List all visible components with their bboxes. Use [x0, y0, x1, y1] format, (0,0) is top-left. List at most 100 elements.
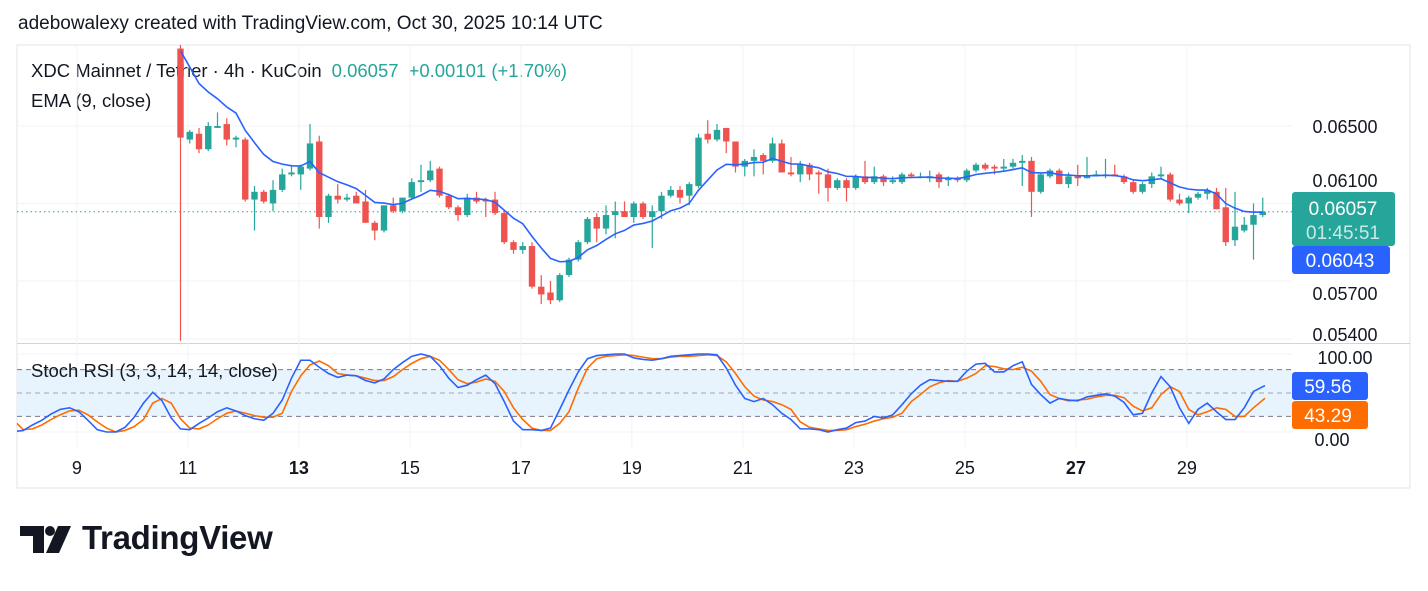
candle-body — [297, 166, 304, 175]
stoch-rsi-legend[interactable]: Stoch RSI (3, 3, 14, 14, close) — [31, 360, 278, 381]
stoch-tick-100: 100.00 — [1317, 348, 1372, 368]
candle — [1194, 191, 1202, 200]
candle — [325, 193, 332, 223]
candle-body — [972, 164, 980, 171]
candle — [824, 168, 832, 202]
candle-body — [454, 207, 462, 216]
candle — [982, 162, 989, 171]
candle — [306, 124, 314, 171]
time-tick-label: 13 — [289, 458, 309, 478]
time-axis[interactable]: 9 11 13 15 17 19 21 23 25 27 29 — [72, 458, 1197, 478]
candle — [1222, 187, 1229, 247]
candle-body — [334, 195, 341, 200]
ema-legend[interactable]: EMA (9, close) — [31, 90, 152, 111]
grid — [17, 45, 1292, 448]
candle — [353, 191, 360, 204]
candle — [1083, 156, 1091, 179]
candle — [732, 141, 739, 173]
symbol-title[interactable]: XDC Mainnet / Tether · 4h · KuCoin — [31, 60, 322, 81]
candle-body — [945, 178, 952, 181]
candle-body — [269, 189, 277, 204]
candle — [723, 127, 730, 154]
candle — [482, 197, 489, 217]
candle-body — [205, 126, 212, 150]
candle — [1231, 191, 1239, 247]
candle — [380, 205, 388, 233]
candle-body — [676, 189, 684, 198]
stoch-k-tag: 59.56 — [1292, 372, 1368, 400]
candle — [1157, 166, 1165, 179]
candle-body — [1056, 170, 1063, 185]
candle — [260, 189, 267, 204]
candle — [676, 186, 684, 204]
candle — [787, 156, 795, 177]
candle-body — [593, 216, 600, 229]
candle-body — [279, 174, 286, 190]
candle-body — [602, 215, 610, 229]
candle-body — [769, 143, 776, 161]
candle — [1185, 195, 1192, 214]
ema-line — [179, 50, 1263, 263]
candle — [704, 120, 711, 144]
candle — [1139, 182, 1146, 194]
last-price: 0.06057 — [331, 60, 399, 81]
time-tick-label: 27 — [1066, 458, 1086, 478]
candle — [473, 191, 480, 204]
candle-body — [1019, 160, 1026, 163]
candle — [177, 45, 184, 341]
candle-body — [362, 201, 369, 223]
candle — [649, 205, 656, 248]
candle-body — [491, 199, 499, 214]
candle — [889, 176, 896, 185]
candle — [408, 178, 415, 200]
stoch-d-tag: 43.29 — [1292, 401, 1368, 429]
candle-body — [861, 176, 869, 183]
candle-body — [1231, 226, 1239, 241]
candle-body — [824, 174, 832, 188]
candle — [547, 280, 554, 305]
stoch-band-lines — [17, 369, 1292, 417]
candle — [399, 197, 406, 214]
ema-tag-value: 0.06043 — [1306, 251, 1375, 272]
time-tick-label: 15 — [400, 458, 420, 478]
candle-body — [852, 176, 859, 188]
time-tick-label: 17 — [511, 458, 531, 478]
candle — [593, 213, 600, 243]
candle — [834, 178, 841, 190]
candle-body — [186, 131, 193, 140]
candle — [972, 162, 980, 173]
candle-body — [1185, 197, 1192, 204]
candle-body — [343, 197, 351, 200]
candle — [501, 211, 508, 245]
candle-body — [1241, 224, 1248, 231]
price-axis[interactable]: 0.06500 0.06100 0.05700 0.05400 — [1312, 117, 1377, 345]
last-price-tag-value: 0.06057 — [1309, 199, 1378, 220]
candle — [427, 160, 434, 183]
candle-body — [1167, 174, 1174, 200]
candle — [417, 164, 425, 192]
candle-body — [704, 133, 711, 140]
candle-body — [584, 218, 591, 243]
candle — [1213, 187, 1220, 210]
candle — [1046, 168, 1054, 179]
candle — [251, 186, 258, 231]
candle-body — [445, 195, 452, 208]
candle-body — [630, 203, 637, 217]
candle-body — [1259, 211, 1266, 216]
candle-body — [1009, 162, 1017, 167]
candle-body — [417, 180, 425, 183]
candle — [843, 178, 850, 202]
time-tick-label: 11 — [179, 458, 198, 478]
candle — [510, 240, 517, 254]
candle — [880, 174, 887, 187]
candle-body — [427, 170, 434, 181]
candle — [436, 166, 443, 198]
candle — [584, 216, 591, 245]
candle-body — [889, 180, 896, 183]
candle-body — [667, 189, 674, 196]
candle-body — [732, 141, 739, 167]
candle-body — [195, 133, 203, 150]
candle — [1056, 168, 1063, 185]
candle-body — [464, 197, 471, 216]
